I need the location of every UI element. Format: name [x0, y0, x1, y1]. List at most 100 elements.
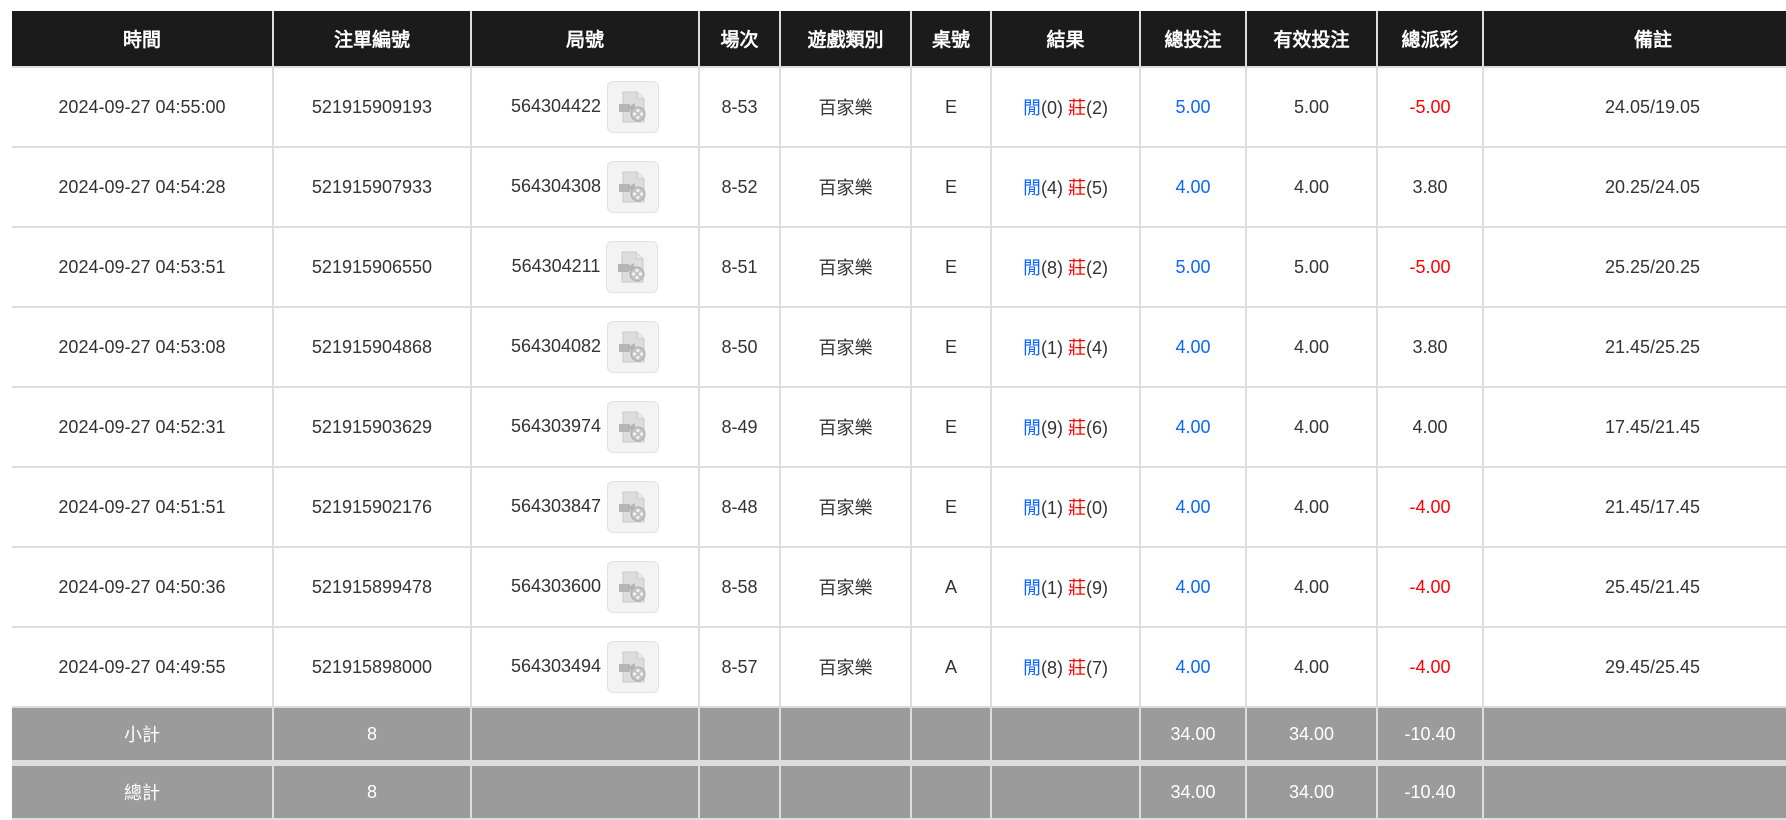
table-row: 2024-09-27 04:51:51 521915902176 564303847… [12, 466, 1786, 548]
player-score: (0) [1040, 98, 1063, 118]
player-label: 閒 [1022, 98, 1041, 118]
shoe-cell: 8-48 [698, 466, 781, 548]
player-label: 閒 [1022, 498, 1041, 518]
total-payout-cell: -5.00 [1376, 66, 1484, 148]
total-row: 總計 8 34.00 34.00 -10.40 [12, 760, 1786, 820]
bet-number-cell: 521915909193 [272, 66, 472, 148]
round-number-cell: 564304211 [470, 226, 700, 308]
game-type-cell: 百家樂 [779, 546, 912, 628]
result-cell: 閒(0) 莊(2) [990, 66, 1141, 148]
total-payout-cell: -4.00 [1376, 626, 1484, 708]
total-label: 總計 [12, 760, 274, 820]
subtotal-payout: -10.40 [1376, 706, 1484, 764]
column-header-total-payout: 總派彩 [1376, 11, 1483, 67]
total-count: 8 [272, 760, 472, 820]
video-replay-button[interactable] [607, 161, 660, 213]
time-cell: 2024-09-27 04:54:28 [12, 146, 274, 228]
table-row: 2024-09-27 04:50:36 521915899478 564303600… [12, 546, 1786, 628]
video-replay-button[interactable] [607, 401, 660, 453]
video-replay-button[interactable] [607, 321, 660, 373]
shoe-cell: 8-49 [698, 386, 781, 468]
round-number-cell: 564304422 [470, 66, 700, 148]
total-bet-cell: 5.00 [1139, 226, 1247, 308]
video-replay-button[interactable] [606, 241, 659, 293]
round-number: 564304082 [510, 335, 602, 356]
remarks-cell: 20.25/24.05 [1482, 146, 1786, 228]
video-replay-button[interactable] [607, 641, 660, 693]
bet-number-cell: 521915902176 [272, 466, 472, 548]
empty-cell [910, 706, 992, 764]
banker-score: (6) [1086, 418, 1108, 438]
player-label: 閒 [1022, 418, 1041, 438]
total-bet-cell: 4.00 [1139, 306, 1247, 388]
table-number-cell: E [910, 66, 992, 148]
video-replay-icon [608, 329, 658, 365]
time-cell: 2024-09-27 04:55:00 [12, 66, 274, 148]
round-number-cell: 564303974 [470, 386, 700, 468]
player-label: 閒 [1022, 578, 1041, 598]
player-score: (4) [1040, 178, 1063, 198]
game-type-cell: 百家樂 [779, 306, 912, 388]
round-number: 564303600 [510, 575, 602, 596]
shoe-cell: 8-50 [698, 306, 781, 388]
total-payout: -10.40 [1376, 760, 1484, 820]
result-cell: 閒(9) 莊(6) [990, 386, 1141, 468]
remarks-cell: 29.45/25.45 [1482, 626, 1786, 708]
banker-label: 莊 [1068, 578, 1086, 598]
banker-score: (7) [1086, 658, 1108, 678]
bet-number-cell: 521915906550 [272, 226, 472, 308]
result-cell: 閒(8) 莊(2) [990, 226, 1141, 308]
game-type-cell: 百家樂 [779, 146, 912, 228]
video-replay-button[interactable] [607, 561, 660, 613]
remarks-cell: 25.45/21.45 [1482, 546, 1786, 628]
video-replay-icon [607, 249, 657, 285]
total-payout-cell: -4.00 [1376, 466, 1484, 548]
valid-bet-cell: 4.00 [1245, 466, 1378, 548]
subtotal-label: 小計 [12, 706, 274, 764]
player-label: 閒 [1022, 178, 1041, 198]
total-bet-cell: 4.00 [1139, 386, 1247, 468]
video-replay-icon [608, 649, 658, 685]
game-type-cell: 百家樂 [779, 626, 912, 708]
banker-score: (9) [1086, 578, 1108, 598]
shoe-cell: 8-53 [698, 66, 781, 148]
round-number-cell: 564303494 [470, 626, 700, 708]
remarks-cell: 21.45/25.25 [1482, 306, 1786, 388]
result-cell: 閒(8) 莊(7) [990, 626, 1141, 708]
remarks-cell: 21.45/17.45 [1482, 466, 1786, 548]
column-header-table-number: 桌號 [910, 11, 991, 67]
video-replay-button[interactable] [607, 481, 660, 533]
banker-score: (2) [1086, 98, 1108, 118]
time-cell: 2024-09-27 04:53:08 [12, 306, 274, 388]
video-replay-icon [608, 409, 658, 445]
bet-number-cell: 521915907933 [272, 146, 472, 228]
video-replay-button[interactable] [607, 81, 660, 133]
valid-bet-cell: 5.00 [1245, 226, 1378, 308]
empty-cell [470, 706, 700, 764]
result-cell: 閒(4) 莊(5) [990, 146, 1141, 228]
empty-cell [779, 760, 912, 820]
video-replay-icon [608, 489, 658, 525]
bet-number-cell: 521915899478 [272, 546, 472, 628]
valid-bet-cell: 4.00 [1245, 626, 1378, 708]
total-bet-cell: 4.00 [1139, 146, 1247, 228]
total-bet-cell: 4.00 [1139, 546, 1247, 628]
table-number-cell: E [910, 226, 992, 308]
player-label: 閒 [1022, 338, 1041, 358]
game-type-cell: 百家樂 [779, 226, 912, 308]
player-score: (8) [1040, 658, 1063, 678]
empty-cell [1482, 706, 1786, 764]
shoe-cell: 8-57 [698, 626, 781, 708]
round-number: 564304211 [511, 255, 601, 276]
table-row: 2024-09-27 04:53:51 521915906550 564304211… [12, 226, 1786, 308]
player-score: (8) [1040, 258, 1063, 278]
table-header-row: 時間 注單編號 局號 場次 遊戲類別 桌號 結果 總投注 有效投注 總派彩 備註 [12, 11, 1786, 67]
empty-cell [698, 760, 781, 820]
player-score: (1) [1040, 578, 1063, 598]
banker-label: 莊 [1068, 418, 1086, 438]
banker-label: 莊 [1068, 498, 1086, 518]
valid-bet-cell: 4.00 [1245, 146, 1378, 228]
column-header-total-bet: 總投注 [1139, 11, 1246, 67]
player-score: (1) [1040, 338, 1063, 358]
player-label: 閒 [1022, 258, 1041, 278]
